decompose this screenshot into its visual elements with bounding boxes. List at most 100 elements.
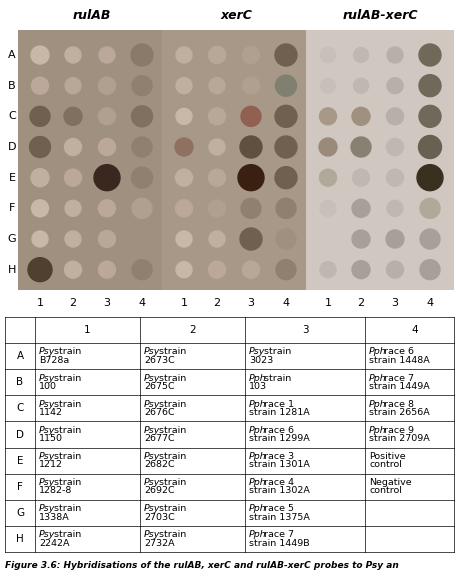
Circle shape <box>386 138 403 155</box>
Text: F: F <box>17 482 23 492</box>
Circle shape <box>387 47 403 63</box>
Circle shape <box>29 137 50 158</box>
Circle shape <box>132 137 152 157</box>
Text: strain: strain <box>261 347 291 357</box>
Text: C: C <box>8 111 16 121</box>
Text: 2703C: 2703C <box>144 512 175 522</box>
Text: Psy: Psy <box>144 530 160 539</box>
Text: Pph: Pph <box>249 452 267 461</box>
Circle shape <box>99 77 116 94</box>
Text: Pph: Pph <box>249 373 267 383</box>
Text: Psy: Psy <box>144 347 160 357</box>
Text: Psy: Psy <box>144 504 160 513</box>
Text: 2: 2 <box>189 325 196 335</box>
Text: 2692C: 2692C <box>144 486 174 496</box>
Circle shape <box>65 261 82 278</box>
Text: 3023: 3023 <box>249 356 273 365</box>
Circle shape <box>242 261 259 278</box>
Text: race 8: race 8 <box>381 400 414 409</box>
Circle shape <box>275 136 297 158</box>
Circle shape <box>99 261 116 278</box>
Text: strain: strain <box>156 530 186 539</box>
Circle shape <box>420 229 440 249</box>
Text: Pph: Pph <box>369 347 387 357</box>
Text: rulAB: rulAB <box>73 9 111 22</box>
Text: B: B <box>17 377 23 387</box>
Circle shape <box>320 200 336 216</box>
Text: 1282-8: 1282-8 <box>39 486 73 496</box>
Circle shape <box>99 108 116 125</box>
Text: Pph: Pph <box>249 478 267 487</box>
Text: strain: strain <box>51 530 81 539</box>
Text: 1: 1 <box>37 298 44 308</box>
Text: G: G <box>8 234 17 244</box>
Text: D: D <box>16 429 24 440</box>
Circle shape <box>175 169 192 186</box>
Circle shape <box>420 198 440 218</box>
Text: 2676C: 2676C <box>144 408 174 417</box>
Circle shape <box>175 200 192 217</box>
FancyBboxPatch shape <box>162 30 310 290</box>
Circle shape <box>32 231 48 247</box>
Text: Psy: Psy <box>144 452 160 461</box>
Text: strain 2656A: strain 2656A <box>369 408 430 417</box>
Circle shape <box>419 136 442 159</box>
Text: strain: strain <box>156 426 186 435</box>
Text: strain: strain <box>51 452 81 461</box>
Text: race 9: race 9 <box>381 426 414 435</box>
Text: Pph: Pph <box>249 400 267 409</box>
Circle shape <box>240 228 262 250</box>
Circle shape <box>386 108 403 125</box>
Circle shape <box>131 44 153 66</box>
Text: 2: 2 <box>69 298 77 308</box>
Circle shape <box>131 106 152 127</box>
Text: 4: 4 <box>426 298 434 308</box>
Text: Psy: Psy <box>144 400 160 409</box>
Text: race 3: race 3 <box>261 452 294 461</box>
Text: control: control <box>369 460 402 469</box>
Circle shape <box>352 107 370 125</box>
Text: strain: strain <box>51 426 81 435</box>
Circle shape <box>176 231 192 247</box>
Text: 1: 1 <box>325 298 331 308</box>
Text: control: control <box>369 486 402 496</box>
Text: race 5: race 5 <box>261 504 294 513</box>
Text: strain 1302A: strain 1302A <box>249 486 310 496</box>
Text: strain 2709A: strain 2709A <box>369 434 430 443</box>
Circle shape <box>320 78 336 93</box>
Circle shape <box>276 198 296 218</box>
Circle shape <box>132 260 152 280</box>
Text: 3: 3 <box>392 298 398 308</box>
Text: 2673C: 2673C <box>144 356 175 365</box>
Circle shape <box>242 47 259 63</box>
Circle shape <box>208 47 225 63</box>
Circle shape <box>64 107 82 125</box>
Circle shape <box>65 78 81 93</box>
Circle shape <box>31 46 49 64</box>
Text: 103: 103 <box>249 382 267 391</box>
Text: 4: 4 <box>282 298 290 308</box>
Circle shape <box>417 164 443 190</box>
Circle shape <box>386 261 403 278</box>
Circle shape <box>240 136 262 158</box>
Circle shape <box>352 199 370 218</box>
Text: Psy: Psy <box>39 426 56 435</box>
Text: 2732A: 2732A <box>144 538 174 548</box>
Circle shape <box>99 200 116 217</box>
Text: rulAB-xerC: rulAB-xerC <box>342 9 418 22</box>
Circle shape <box>175 138 193 156</box>
FancyBboxPatch shape <box>18 30 166 290</box>
Text: Psy: Psy <box>39 478 56 487</box>
Text: strain 1301A: strain 1301A <box>249 460 310 469</box>
Circle shape <box>208 200 225 217</box>
Circle shape <box>28 258 52 282</box>
Circle shape <box>352 230 370 248</box>
Circle shape <box>353 169 369 186</box>
Text: A: A <box>17 351 23 361</box>
Text: 2242A: 2242A <box>39 538 69 548</box>
Text: 3: 3 <box>247 298 254 308</box>
Circle shape <box>30 106 50 126</box>
Text: A: A <box>8 50 16 60</box>
Text: strain 1299A: strain 1299A <box>249 434 310 443</box>
Text: D: D <box>8 142 16 152</box>
